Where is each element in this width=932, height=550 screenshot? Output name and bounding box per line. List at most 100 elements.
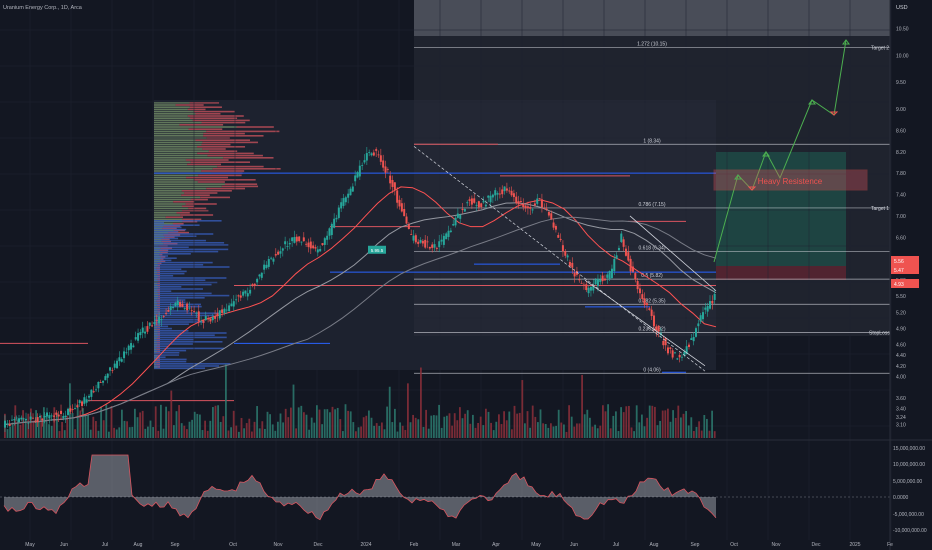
volume-bar bbox=[214, 405, 217, 438]
volume-profile-bar bbox=[154, 121, 202, 124]
volume-bar bbox=[282, 422, 284, 438]
volume-bar bbox=[711, 410, 713, 438]
candle-body bbox=[351, 186, 354, 192]
volume-bar bbox=[167, 411, 170, 438]
volume-bar bbox=[498, 414, 500, 438]
candle-body bbox=[246, 293, 249, 297]
volume-profile-bar bbox=[154, 233, 214, 235]
volume-bar bbox=[552, 426, 555, 438]
volume-bar bbox=[573, 426, 576, 438]
volume-bar bbox=[630, 427, 633, 438]
volume-bar bbox=[680, 417, 682, 438]
volume-bar bbox=[82, 408, 84, 438]
candle-body bbox=[321, 243, 324, 245]
volume-profile-bar bbox=[154, 345, 169, 347]
candle-body bbox=[384, 166, 387, 173]
volume-profile-bar bbox=[154, 354, 180, 356]
volume-profile-bar bbox=[154, 316, 199, 319]
candle-body bbox=[211, 316, 214, 321]
volume-bar bbox=[126, 421, 128, 438]
candle-body bbox=[704, 307, 707, 310]
candle-body bbox=[538, 198, 541, 199]
time-tick-label: Jun bbox=[570, 542, 578, 548]
volume-profile-bar bbox=[154, 185, 222, 188]
volume-bar bbox=[479, 416, 482, 438]
volume-profile-bar bbox=[154, 259, 172, 262]
candle-body bbox=[188, 307, 191, 309]
candle-body bbox=[638, 288, 641, 294]
candle-body bbox=[466, 202, 469, 204]
volume-bar bbox=[555, 425, 557, 438]
volume-profile-bar bbox=[154, 148, 203, 150]
volume-bar bbox=[128, 427, 131, 438]
candle-body bbox=[673, 352, 676, 354]
volume-profile-bar bbox=[154, 163, 188, 166]
volume-bar bbox=[583, 414, 586, 438]
candle-body bbox=[69, 408, 72, 412]
candle-body bbox=[204, 316, 207, 321]
volume-profile-bar bbox=[189, 102, 220, 104]
candle-body bbox=[298, 236, 301, 242]
candle-body bbox=[685, 346, 688, 355]
volume-bar bbox=[693, 431, 695, 438]
volume-profile-bar bbox=[154, 250, 219, 253]
oscillator-tick-label: -5,000,000.00 bbox=[893, 512, 924, 518]
candle-body bbox=[144, 331, 147, 334]
price-tick-label: 5.50 bbox=[896, 294, 906, 300]
volume-bar bbox=[45, 414, 48, 438]
stoploss-label: StopLoss bbox=[869, 331, 890, 337]
candle-body bbox=[127, 345, 130, 351]
volume-bar bbox=[180, 423, 183, 438]
volume-bar bbox=[700, 430, 703, 438]
candle-body bbox=[181, 303, 184, 307]
volume-bar bbox=[287, 417, 290, 438]
volume-bar bbox=[24, 419, 27, 438]
volume-bar bbox=[378, 425, 381, 438]
target-2-label: Target 2 bbox=[871, 45, 889, 51]
volume-bar bbox=[646, 417, 648, 438]
volume-bar bbox=[355, 431, 357, 438]
candle-body bbox=[568, 261, 571, 267]
volume-bar bbox=[199, 414, 201, 438]
candle-body bbox=[36, 417, 39, 422]
candle-body bbox=[463, 209, 466, 212]
candle-body bbox=[375, 149, 378, 151]
volume-bar bbox=[63, 430, 66, 438]
volume-profile-bar bbox=[187, 108, 206, 111]
candle-body bbox=[522, 203, 525, 208]
candle-body bbox=[594, 279, 597, 285]
volume-profile-bar bbox=[154, 321, 205, 323]
candle-body bbox=[676, 358, 679, 360]
volume-bar bbox=[651, 405, 654, 438]
volume-bar bbox=[667, 408, 669, 438]
currency-label: USD bbox=[896, 5, 908, 11]
candle-body bbox=[90, 389, 93, 397]
volume-profile-bar bbox=[201, 170, 245, 172]
candle-body bbox=[491, 194, 494, 198]
candle-body bbox=[547, 211, 550, 216]
candle-body bbox=[634, 273, 637, 280]
candle-body bbox=[11, 419, 14, 421]
candle-body bbox=[32, 417, 35, 419]
candle-body bbox=[209, 318, 212, 322]
candle-body bbox=[678, 354, 681, 358]
volume-bar bbox=[256, 406, 258, 438]
candle-body bbox=[631, 266, 634, 272]
stop-zone bbox=[716, 266, 846, 280]
volume-bar bbox=[482, 425, 485, 438]
volume-profile-bar bbox=[201, 143, 231, 146]
volume-bar bbox=[433, 415, 435, 438]
volume-bar bbox=[448, 413, 451, 438]
volume-profile-bar bbox=[156, 361, 160, 364]
candle-body bbox=[116, 360, 119, 369]
volume-bar bbox=[149, 420, 152, 438]
candle-body bbox=[645, 303, 648, 306]
volume-profile-bar bbox=[154, 183, 226, 185]
volume-profile-bar bbox=[154, 201, 174, 203]
oscillator-tick-label: -10,000,000.00 bbox=[893, 528, 927, 534]
candle-body bbox=[43, 416, 46, 418]
volume-bar bbox=[331, 406, 334, 438]
volume-bar bbox=[362, 417, 365, 438]
volume-bar bbox=[446, 415, 448, 438]
